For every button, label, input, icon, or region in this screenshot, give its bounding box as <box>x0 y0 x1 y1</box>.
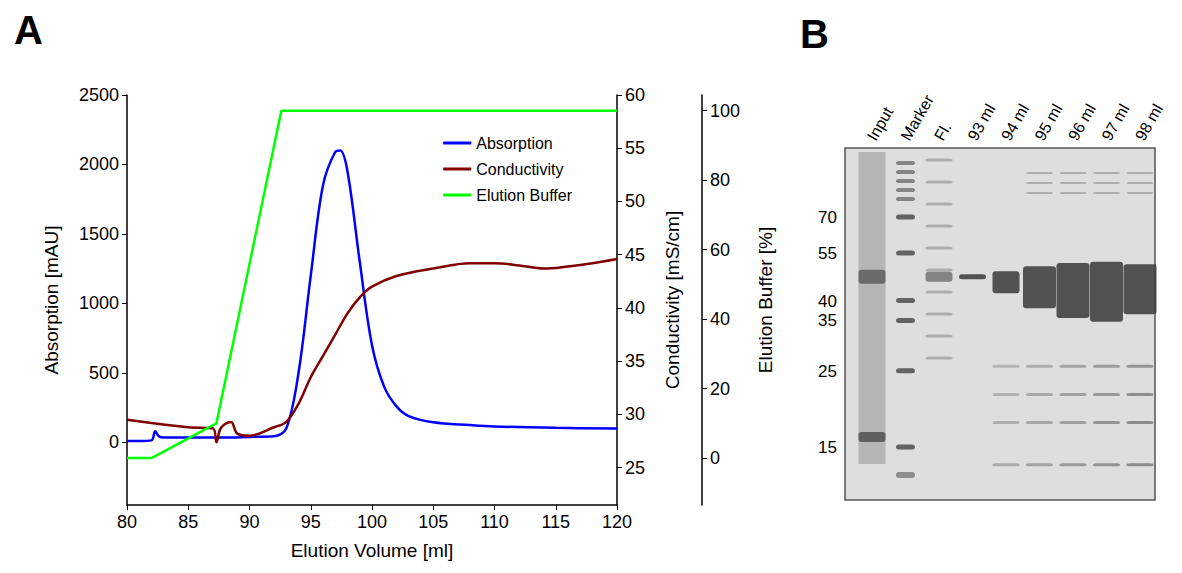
svg-text:40: 40 <box>710 309 730 329</box>
svg-text:1500: 1500 <box>79 224 119 244</box>
svg-text:Elution Buffer: Elution Buffer <box>476 187 572 204</box>
svg-text:100: 100 <box>710 101 740 121</box>
svg-text:60: 60 <box>625 85 645 105</box>
svg-text:35: 35 <box>625 351 645 371</box>
svg-text:Input: Input <box>864 104 897 144</box>
svg-text:98 ml: 98 ml <box>1132 101 1166 143</box>
svg-text:115: 115 <box>541 512 570 532</box>
svg-text:B: B <box>800 12 829 56</box>
svg-text:85: 85 <box>178 512 198 532</box>
svg-text:95 ml: 95 ml <box>1031 101 1065 143</box>
svg-text:2500: 2500 <box>79 85 119 105</box>
svg-text:Conductivity [mS/cm]: Conductivity [mS/cm] <box>662 211 683 389</box>
svg-text:120: 120 <box>602 512 632 532</box>
svg-text:0: 0 <box>710 448 720 468</box>
svg-text:0: 0 <box>109 432 119 452</box>
svg-text:Absorption [mAU]: Absorption [mAU] <box>41 226 62 375</box>
svg-text:25: 25 <box>625 458 645 478</box>
svg-text:110: 110 <box>480 512 509 532</box>
svg-text:Marker: Marker <box>897 91 937 144</box>
svg-text:80: 80 <box>710 170 730 190</box>
svg-text:30: 30 <box>625 404 645 424</box>
svg-text:96 ml: 96 ml <box>1065 101 1099 143</box>
svg-text:40: 40 <box>625 298 645 318</box>
svg-text:Elution Buffer [%]: Elution Buffer [%] <box>755 227 776 373</box>
svg-text:45: 45 <box>625 245 645 265</box>
svg-text:80: 80 <box>117 512 137 532</box>
svg-text:Fl.: Fl. <box>931 120 955 144</box>
svg-text:60: 60 <box>710 240 730 260</box>
svg-text:100: 100 <box>357 512 387 532</box>
svg-text:50: 50 <box>625 191 645 211</box>
svg-text:70: 70 <box>818 208 837 227</box>
svg-text:Elution Volume [ml]: Elution Volume [ml] <box>291 540 454 561</box>
svg-text:25: 25 <box>818 362 837 381</box>
svg-text:93 ml: 93 ml <box>964 101 998 143</box>
svg-text:40: 40 <box>818 292 837 311</box>
svg-text:A: A <box>14 8 43 52</box>
svg-text:35: 35 <box>818 311 837 330</box>
svg-text:90: 90 <box>239 512 259 532</box>
svg-text:1000: 1000 <box>79 293 119 313</box>
svg-text:55: 55 <box>818 244 837 263</box>
svg-text:95: 95 <box>301 512 321 532</box>
svg-text:94 ml: 94 ml <box>998 101 1032 143</box>
svg-text:55: 55 <box>625 138 645 158</box>
svg-text:97 ml: 97 ml <box>1098 101 1132 143</box>
svg-text:Absorption: Absorption <box>476 135 552 152</box>
svg-text:Conductivity: Conductivity <box>476 161 563 178</box>
svg-text:20: 20 <box>710 379 730 399</box>
svg-text:105: 105 <box>418 512 448 532</box>
svg-text:2000: 2000 <box>79 154 119 174</box>
svg-text:15: 15 <box>818 438 837 457</box>
svg-text:500: 500 <box>89 363 119 383</box>
